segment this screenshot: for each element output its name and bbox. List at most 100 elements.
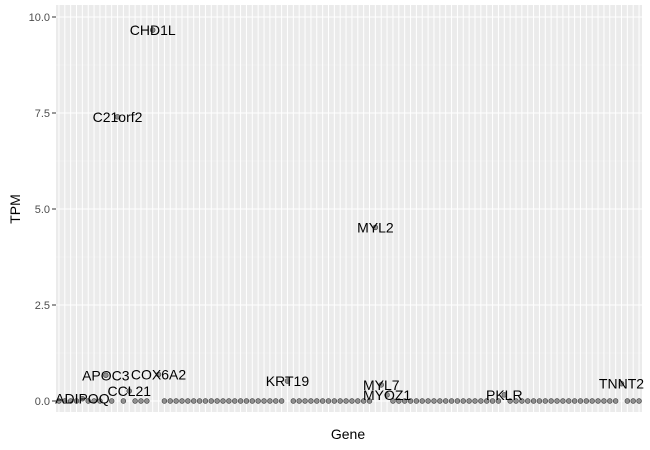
point-label: KRT19 [266,373,310,389]
data-point [167,398,173,404]
point-label: APOC3 [82,367,130,383]
data-point [108,398,115,404]
data-point [138,398,144,404]
data-point [507,398,513,404]
data-point [577,398,584,404]
data-point [62,398,68,404]
data-point [191,398,197,404]
data-point [372,224,379,231]
y-axis-ticks: 0.0 2.5 5.0 7.5 10.0 [29,12,56,408]
data-point [571,398,578,404]
data-point [548,398,554,404]
data-point [290,398,297,404]
data-point [261,398,267,404]
data-point [589,398,595,404]
point-label: ADIPOQ [55,391,110,407]
data-point [319,398,326,404]
data-point [308,398,314,404]
point-label: C21orf2 [93,109,143,125]
data-point [560,398,566,404]
data-point [196,398,203,404]
data-point [396,398,402,404]
y-tick-label: 7.5 [35,108,50,120]
data-point [337,398,343,404]
data-point [155,371,162,378]
data-point [454,398,461,404]
y-tick-label: 5.0 [35,204,50,216]
data-point [519,398,525,404]
grid-major [56,5,642,412]
data-point [85,398,91,404]
data-point [91,398,97,404]
data-point [624,398,631,404]
data-point [243,398,250,404]
data-point [601,398,607,404]
data-point [525,398,531,404]
data-point [214,398,220,404]
grid-minor [56,64,642,354]
data-point [542,398,549,404]
data-point [179,398,185,404]
data-point [484,398,490,404]
data-point [489,398,496,404]
point-label: MYOZ1 [363,387,411,403]
data-point [442,398,449,404]
data-point [618,381,625,387]
data-point [448,398,455,404]
point-label: TNNT2 [599,376,644,392]
data-point [67,398,74,404]
data-point [595,398,601,404]
data-point [566,398,572,404]
data-point [267,398,273,404]
data-point [343,398,349,404]
data-point [478,398,484,404]
data-point [472,398,478,404]
data-point [185,398,191,404]
data-point [530,398,537,404]
data-point [331,398,338,404]
data-point [325,398,332,404]
data-point [278,398,285,404]
data-point [460,398,466,404]
y-tick-label: 10.0 [29,12,50,24]
data-point [390,398,396,404]
data-point [161,398,168,404]
data-point [349,398,355,404]
data-point [202,398,209,404]
data-point [232,398,238,404]
data-point [273,398,279,404]
point-label: CHD1L [130,22,176,38]
point-label: CCL21 [107,383,151,399]
data-point [226,398,232,404]
data-point [495,398,502,404]
data-point [220,398,226,404]
data-point [583,398,590,404]
data-point [302,398,308,404]
data-point [314,398,320,404]
data-point [284,378,291,384]
y-tick-label: 2.5 [35,300,50,312]
data-point [612,398,619,404]
data-point [73,398,80,404]
point-label: PKLR [486,387,523,403]
y-tick-label: 0.0 [35,396,50,408]
data-point [360,398,367,404]
data-point [407,398,414,404]
data-point [255,398,261,404]
data-point [144,398,150,404]
data-point [103,372,109,378]
data-point [630,398,636,404]
data-point [208,398,214,404]
data-point [607,398,613,404]
data-point [513,398,519,404]
data-point [355,398,361,404]
data-points [56,27,642,404]
point-label: MYL7 [363,377,400,393]
data-point [437,398,443,404]
data-point [120,398,127,404]
point-label: MYL2 [357,219,394,235]
data-point [501,392,507,398]
data-point [79,395,86,402]
